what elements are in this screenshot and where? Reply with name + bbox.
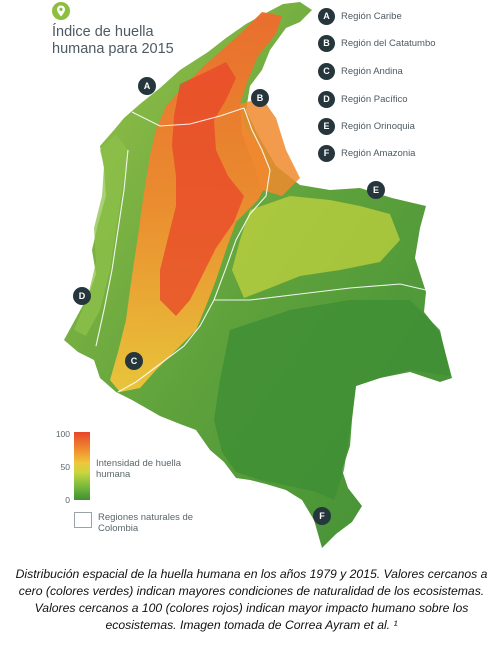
amazon-zone [214, 300, 450, 500]
legend-badge: F [318, 144, 335, 162]
legend-badge: A [318, 7, 335, 25]
map-marker-f: F [313, 507, 331, 525]
legend-item-e: E Región Orinoquia [318, 116, 415, 136]
legend-label: Región Amazonia [341, 147, 416, 159]
catatumbo-zone [240, 98, 300, 196]
colombia-map [64, 2, 452, 548]
legend-label: Región Pacífico [341, 93, 408, 105]
high-impact-core [160, 62, 244, 316]
scale-tick-min: 0 [65, 495, 70, 505]
legend-label: Región Andina [341, 65, 403, 77]
map-marker-e: E [367, 181, 385, 199]
regions-swatch [74, 512, 92, 528]
legend-badge: B [318, 34, 335, 52]
legend-label: Región del Catatumbo [341, 37, 436, 49]
scale-tick-mid: 50 [60, 462, 70, 472]
location-pin-icon [52, 2, 70, 20]
scale-label: Intensidad de huella humana [96, 458, 182, 480]
legend-item-a: A Región Caribe [318, 6, 402, 26]
map-marker-a: A [138, 77, 156, 95]
pacific-zone [74, 134, 128, 336]
legend-label: Región Caribe [341, 10, 402, 22]
legend-item-c: C Región Andina [318, 61, 403, 81]
map-title: Índice de huella humana para 2015 [52, 24, 174, 57]
scale-gradient-bar [74, 432, 90, 500]
legend-badge: C [318, 62, 335, 80]
legend-item-f: F Región Amazonia [318, 143, 415, 163]
map-figure: Índice de huella humana para 2015 A Regi… [52, 2, 452, 548]
legend-item-b: B Región del Catatumbo [318, 33, 436, 53]
regions-label: Regiones naturales de Colombia [98, 512, 194, 534]
map-marker-c: C [125, 352, 143, 370]
legend-item-d: D Región Pacífico [318, 89, 408, 109]
legend-badge: E [318, 117, 335, 135]
orinoquia-transition [232, 196, 400, 298]
figure-caption: Distribución espacial de la huella human… [15, 567, 488, 632]
legend-badge: D [318, 90, 335, 108]
scale-tick-max: 100 [55, 429, 70, 439]
map-marker-b: B [251, 89, 269, 107]
map-marker-d: D [73, 287, 91, 305]
legend-label: Región Orinoquia [341, 120, 415, 132]
region-boundaries [95, 107, 427, 393]
